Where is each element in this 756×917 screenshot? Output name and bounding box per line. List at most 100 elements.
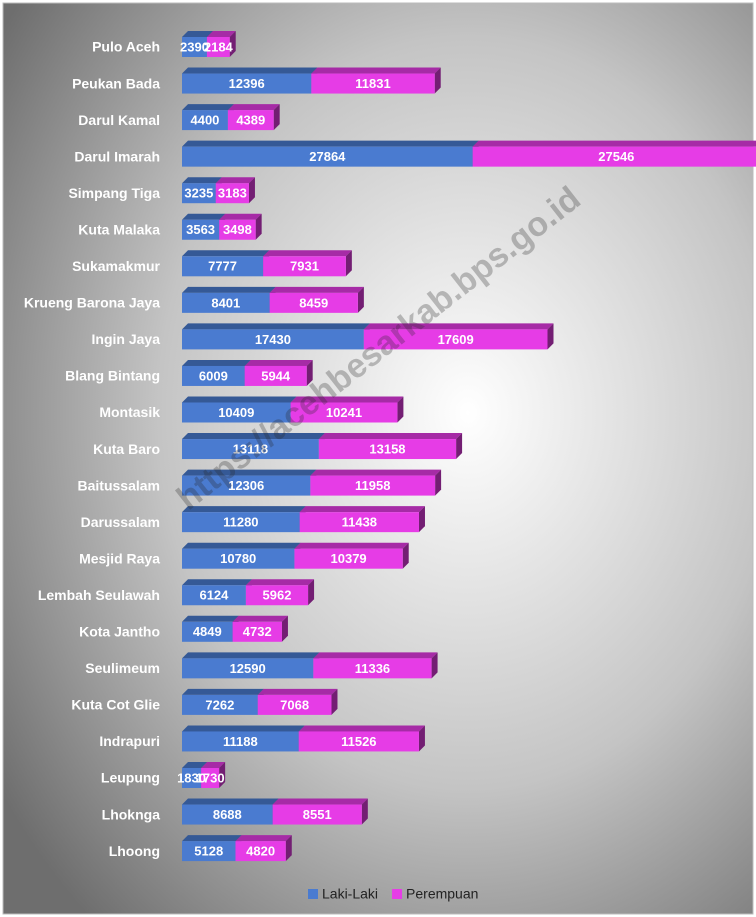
bar <box>294 548 403 569</box>
bar-segment <box>201 762 226 788</box>
bar <box>215 183 249 204</box>
bar-segment <box>182 688 264 715</box>
category-label: Indrapuri <box>99 733 160 749</box>
bar-top <box>363 323 554 330</box>
bar <box>311 73 435 94</box>
category-label: Blang Bintang <box>65 368 160 384</box>
bar-top <box>182 652 320 659</box>
bar-top <box>311 67 441 74</box>
value-label: 2390 <box>180 39 209 54</box>
category-label: Lhoknga <box>102 806 161 822</box>
category-label: Kuta Cot Glie <box>71 697 160 713</box>
bar-segment <box>313 652 438 679</box>
bar-side <box>255 213 262 240</box>
bar-side <box>248 177 255 204</box>
value-label: 11831 <box>355 76 390 91</box>
bar <box>182 731 299 752</box>
value-label: 11958 <box>355 478 390 493</box>
bar-segment <box>257 688 338 715</box>
legend-swatch <box>392 889 403 899</box>
bar <box>227 110 274 131</box>
bar <box>182 37 207 57</box>
bar-side <box>306 359 313 386</box>
value-label: 3183 <box>218 186 247 201</box>
bar-top <box>318 433 463 440</box>
value-label: 4732 <box>243 624 272 639</box>
bar-segment <box>245 579 315 606</box>
bar <box>182 475 311 496</box>
value-label: 5944 <box>261 368 291 383</box>
bar-top <box>206 31 236 37</box>
bar-segment <box>182 615 239 642</box>
bar-top <box>232 615 288 622</box>
bar <box>182 183 216 204</box>
value-label: 11438 <box>342 515 377 530</box>
value-label: 12306 <box>228 478 264 493</box>
bar-segment <box>219 213 262 240</box>
bar-top <box>269 286 364 293</box>
bar-top <box>182 762 208 768</box>
legend-label: Perempuan <box>406 886 478 902</box>
bar-top <box>182 615 239 622</box>
bar <box>182 768 202 788</box>
value-label: 10780 <box>220 551 256 566</box>
bar <box>182 439 319 460</box>
category-label: Lembah Seulawah <box>38 587 160 603</box>
value-label: 11280 <box>223 515 258 530</box>
category-label: Seulimeum <box>85 660 160 676</box>
value-label: 3235 <box>184 186 213 201</box>
bar-side <box>402 542 409 569</box>
bar-segment <box>269 286 364 313</box>
bar-top <box>244 359 313 366</box>
bar-segment <box>232 615 288 642</box>
bar <box>245 585 309 606</box>
value-label: 27546 <box>598 149 634 164</box>
value-label: 8401 <box>211 295 240 310</box>
bar-segment <box>227 104 280 131</box>
value-label: 1830 <box>177 770 206 785</box>
bar-side <box>357 286 364 313</box>
bar <box>182 365 245 386</box>
value-label: 7262 <box>205 697 234 712</box>
value-label: 8459 <box>299 295 328 310</box>
value-label: 12396 <box>229 76 265 91</box>
bar-top <box>182 140 479 147</box>
bar-side <box>456 433 463 460</box>
value-label: 17609 <box>438 332 474 347</box>
value-label: 7068 <box>280 697 309 712</box>
bar-top <box>182 688 264 695</box>
category-label: Kuta Baro <box>93 441 160 457</box>
bar <box>182 73 312 94</box>
legend-swatch <box>308 889 318 899</box>
bar <box>182 512 300 533</box>
bar-side <box>434 67 441 94</box>
bar <box>235 841 286 862</box>
bar-top <box>294 542 409 549</box>
bar-top <box>290 396 404 403</box>
bar <box>232 621 282 642</box>
bar-top <box>182 31 213 37</box>
bar-side <box>418 725 425 752</box>
category-label: Kota Jantho <box>79 624 160 640</box>
bar-top <box>182 67 318 74</box>
bar-side <box>273 104 280 131</box>
category-label: Darussalam <box>81 514 160 530</box>
bar <box>290 402 398 423</box>
value-label: 27864 <box>309 149 346 164</box>
value-label: 10379 <box>331 551 367 566</box>
bar-top <box>182 542 301 549</box>
bar <box>206 37 230 57</box>
bar-top <box>310 469 442 476</box>
bar-side <box>219 762 226 788</box>
category-label: Pulo Aceh <box>92 39 160 55</box>
bar-top <box>472 140 756 147</box>
value-label: 11188 <box>223 734 258 749</box>
bar-top <box>235 835 292 842</box>
bar <box>299 512 419 533</box>
bar <box>182 841 236 862</box>
bar <box>313 658 432 679</box>
category-label: Ingin Jaya <box>92 331 161 347</box>
bar <box>182 585 246 606</box>
bar-top <box>257 688 338 695</box>
